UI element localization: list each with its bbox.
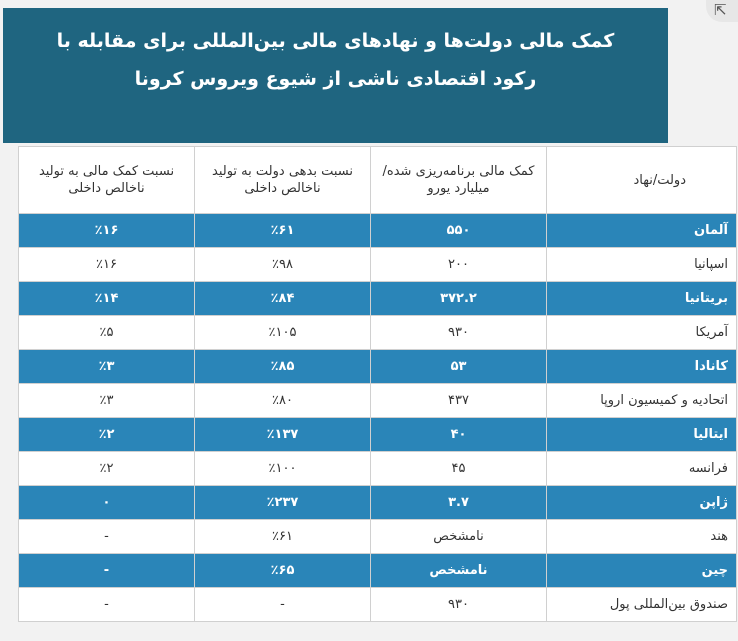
cell-debt-ratio: ٪۱۳۷	[194, 417, 371, 452]
table-header-row: دولت/نهاد کمک مالی برنامه‌ریزی شده/ میلی…	[18, 146, 737, 214]
table-row: ژاپن ۳.۷ ٪۲۳۷ ۰	[18, 485, 737, 520]
cell-debt-ratio: ٪۸۰	[194, 383, 371, 418]
cell-debt-ratio: ٪۹۸	[194, 247, 371, 282]
table-row: بریتانیا ۳۷۲.۲ ٪۸۴ ٪۱۴	[18, 281, 737, 316]
aid-table-container: دولت/نهاد کمک مالی برنامه‌ریزی شده/ میلی…	[18, 146, 737, 622]
cell-aid: ۴۳۷	[370, 383, 547, 418]
cell-country: آلمان	[546, 213, 737, 248]
cell-aid: ۵۵۰	[370, 213, 547, 248]
cell-debt-ratio: ٪۶۱	[194, 213, 371, 248]
cell-aid: ۴۰	[370, 417, 547, 452]
title-line-2: رکود اقتصادی ناشی از شیوع ویروس کرونا	[134, 68, 537, 90]
cell-aid: ۹۳۰	[370, 587, 547, 622]
cell-country: ژاپن	[546, 485, 737, 520]
table-row: صندوق بین‌المللی پول ۹۳۰- -	[18, 587, 737, 622]
cell-aid: ۹۳۰	[370, 315, 547, 350]
cell-country: فرانسه	[546, 451, 737, 486]
cell-country: اسپانیا	[546, 247, 737, 282]
cell-country: صندوق بین‌المللی پول	[546, 587, 737, 622]
cell-debt-ratio: -	[194, 587, 371, 622]
cell-aid-ratio: -	[18, 587, 195, 622]
aid-table: دولت/نهاد کمک مالی برنامه‌ریزی شده/ میلی…	[18, 146, 737, 622]
cell-country: اتحادیه و کمیسیون اروپا	[546, 383, 737, 418]
cell-aid-ratio: ٪۱۶	[18, 213, 195, 248]
header-country: دولت/نهاد	[546, 146, 737, 214]
cell-country: آمریکا	[546, 315, 737, 350]
table-row: چین نامشخص ٪۶۵-	[18, 553, 737, 588]
cell-aid-ratio: ۰	[18, 485, 195, 520]
cell-aid: ۳۷۲.۲	[370, 281, 547, 316]
cell-aid: ۵۳	[370, 349, 547, 384]
cell-aid-ratio: ٪۳	[18, 383, 195, 418]
table-row: اسپانیا ۲۰۰ ٪۹۸ ٪۱۶	[18, 247, 737, 282]
cell-country: چین	[546, 553, 737, 588]
table-row: آلمان ۵۵۰ ٪۶۱ ٪۱۶	[18, 213, 737, 248]
cell-country: ایتالیا	[546, 417, 737, 452]
title-line-1: کمک مالی دولت‌ها و نهادهای مالی بین‌المل…	[56, 30, 615, 52]
cell-debt-ratio: ٪۸۴	[194, 281, 371, 316]
cell-aid-ratio: ٪۲	[18, 451, 195, 486]
cell-country: بریتانیا	[546, 281, 737, 316]
table-row: هند نامشخص ٪۶۱-	[18, 519, 737, 554]
header-aid: کمک مالی برنامه‌ریزی شده/ میلیارد یورو	[370, 146, 547, 214]
table-row: فرانسه ۴۵ ٪۱۰۰ ٪۲	[18, 451, 737, 486]
cell-aid-ratio: ٪۲	[18, 417, 195, 452]
table-row: کانادا ۵۳ ٪۸۵ ٪۳	[18, 349, 737, 384]
cell-country: هند	[546, 519, 737, 554]
cell-debt-ratio: ٪۲۳۷	[194, 485, 371, 520]
table-body: آلمان ۵۵۰ ٪۶۱ ٪۱۶ اسپانیا ۲۰۰ ٪۹۸ ٪۱۶ بریتانیا ۳۷…	[18, 213, 737, 622]
cell-aid-ratio: ٪۳	[18, 349, 195, 384]
cell-aid: ۲۰۰	[370, 247, 547, 282]
share-icon: ⇱	[714, 1, 727, 19]
cell-country: کانادا	[546, 349, 737, 384]
share-button[interactable]: ⇱	[706, 0, 738, 22]
title-banner: کمک مالی دولت‌ها و نهادهای مالی بین‌المل…	[3, 8, 668, 143]
cell-aid: ۴۵	[370, 451, 547, 486]
cell-aid-ratio: -	[18, 519, 195, 554]
cell-aid-ratio: ٪۵	[18, 315, 195, 350]
cell-aid-ratio: ٪۱۶	[18, 247, 195, 282]
table-row: آمریکا ۹۳۰ ٪۱۰۵ ٪۵	[18, 315, 737, 350]
header-debt-ratio: نسبت بدهی دولت به تولید ناخالص داخلی	[194, 146, 371, 214]
cell-debt-ratio: ٪۶۱	[194, 519, 371, 554]
cell-debt-ratio: ٪۶۵	[194, 553, 371, 588]
cell-aid-ratio: ٪۱۴	[18, 281, 195, 316]
cell-aid: ۳.۷	[370, 485, 547, 520]
cell-aid-ratio: -	[18, 553, 195, 588]
table-row: اتحادیه و کمیسیون اروپا ۴۳۷ ٪۸۰ ٪۳	[18, 383, 737, 418]
table-row: ایتالیا ۴۰ ٪۱۳۷ ٪۲	[18, 417, 737, 452]
cell-debt-ratio: ٪۸۵	[194, 349, 371, 384]
cell-aid: نامشخص	[370, 553, 547, 588]
header-aid-ratio: نسبت کمک مالی به تولید ناخالص داخلی	[18, 146, 195, 214]
cell-debt-ratio: ٪۱۰۰	[194, 451, 371, 486]
cell-debt-ratio: ٪۱۰۵	[194, 315, 371, 350]
cell-aid: نامشخص	[370, 519, 547, 554]
